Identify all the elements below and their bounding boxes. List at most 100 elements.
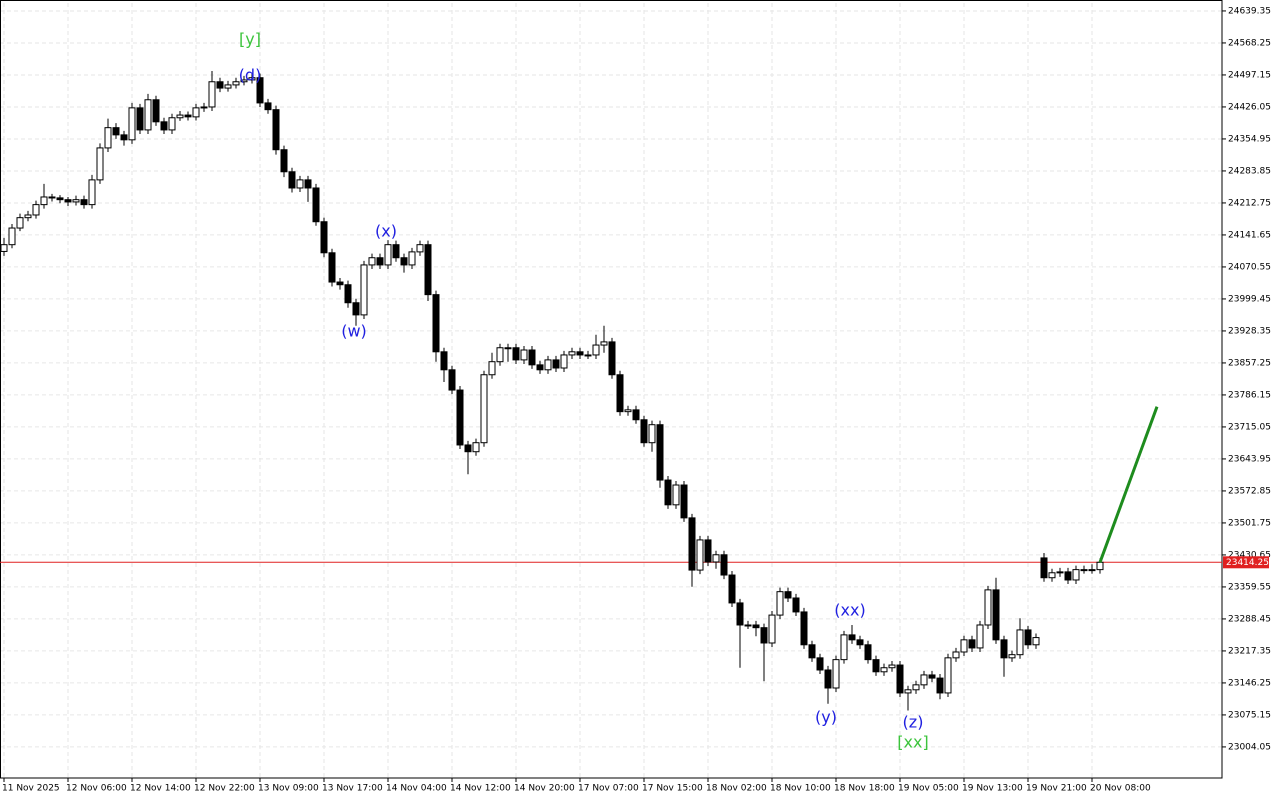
candle-body bbox=[768, 614, 776, 644]
candle-body bbox=[848, 634, 856, 641]
candle-body bbox=[992, 589, 1000, 641]
candle-body bbox=[520, 349, 528, 361]
candle-body bbox=[1040, 557, 1048, 579]
candle-body bbox=[64, 199, 72, 203]
candle-body bbox=[1032, 637, 1040, 646]
y-tick-label: 24070.55 bbox=[1228, 262, 1271, 272]
candle-body bbox=[368, 257, 376, 266]
candle-body bbox=[624, 409, 632, 413]
x-tick-label: 12 Nov 14:00 bbox=[130, 784, 191, 794]
candle-body bbox=[272, 109, 280, 151]
y-tick-label: 23501.75 bbox=[1228, 518, 1271, 528]
candle-body bbox=[736, 602, 744, 626]
candle-body bbox=[904, 689, 912, 694]
candle-body bbox=[1056, 571, 1064, 574]
candle-body bbox=[704, 539, 712, 563]
candle-body bbox=[288, 171, 296, 189]
y-tick-label: 23146.25 bbox=[1228, 678, 1271, 688]
x-tick-label: 19 Nov 13:00 bbox=[962, 784, 1023, 794]
x-tick-label: 19 Nov 21:00 bbox=[1026, 784, 1087, 794]
candle-body bbox=[800, 611, 808, 646]
candle-body bbox=[80, 199, 88, 206]
y-tick-label: 24497.15 bbox=[1228, 70, 1271, 80]
x-tick-label: 18 Nov 18:00 bbox=[834, 784, 895, 794]
y-tick-label: 23430.65 bbox=[1228, 550, 1271, 560]
candle-body bbox=[24, 214, 32, 219]
candle-body bbox=[688, 517, 696, 571]
y-tick-label: 24283.85 bbox=[1228, 166, 1271, 176]
x-tick-label: 11 Nov 2025 bbox=[2, 784, 60, 794]
x-tick-label: 19 Nov 05:00 bbox=[898, 784, 959, 794]
candle-body bbox=[968, 639, 976, 649]
wave-label: (x) bbox=[375, 222, 397, 241]
x-tick-label: 12 Nov 06:00 bbox=[66, 784, 127, 794]
candle-body bbox=[1096, 561, 1104, 571]
candle-body bbox=[40, 196, 48, 206]
y-tick-label: 24568.25 bbox=[1228, 38, 1271, 48]
candle-body bbox=[96, 147, 104, 181]
candle-body bbox=[32, 204, 40, 216]
candle-body bbox=[728, 574, 736, 604]
candle-body bbox=[48, 196, 56, 199]
candle-body bbox=[0, 244, 8, 252]
candle-body bbox=[296, 179, 304, 189]
candle-body bbox=[1000, 639, 1008, 659]
candle-body bbox=[640, 419, 648, 444]
candle-body bbox=[1064, 571, 1072, 581]
candle-body bbox=[1016, 629, 1024, 656]
wave-label: [y] bbox=[239, 30, 261, 49]
wave-label: (xx) bbox=[834, 601, 865, 620]
candle-body bbox=[168, 117, 176, 131]
candle-body bbox=[144, 99, 152, 131]
candle-body bbox=[880, 667, 888, 673]
x-tick-label: 17 Nov 07:00 bbox=[578, 784, 639, 794]
candle-body bbox=[552, 359, 560, 369]
candle-body bbox=[720, 554, 728, 576]
x-tick-label: 17 Nov 15:00 bbox=[642, 784, 703, 794]
x-tick-label: 13 Nov 09:00 bbox=[258, 784, 319, 794]
candle-body bbox=[784, 591, 792, 599]
candle-body bbox=[792, 597, 800, 613]
y-tick-label: 23857.25 bbox=[1228, 358, 1271, 368]
candle-body bbox=[392, 244, 400, 259]
candle-body bbox=[88, 179, 96, 206]
candle-body bbox=[56, 197, 64, 201]
x-tick-label: 14 Nov 04:00 bbox=[386, 784, 447, 794]
x-tick-label: 13 Nov 17:00 bbox=[322, 784, 383, 794]
candle-body bbox=[608, 341, 616, 376]
candle-body bbox=[1024, 629, 1032, 646]
y-tick-label: 24639.35 bbox=[1228, 6, 1271, 16]
candle-body bbox=[208, 81, 216, 108]
candle-body bbox=[864, 644, 872, 661]
candle-body bbox=[544, 359, 552, 371]
candle-body bbox=[648, 424, 656, 444]
candle-body bbox=[872, 659, 880, 673]
candle-body bbox=[488, 361, 496, 376]
candle-body bbox=[184, 114, 192, 118]
candle-body bbox=[1088, 569, 1096, 572]
candle-body bbox=[712, 554, 720, 563]
candle-body bbox=[504, 347, 512, 350]
candle-body bbox=[264, 102, 272, 111]
y-tick-label: 23999.45 bbox=[1228, 294, 1271, 304]
candle-body bbox=[456, 389, 464, 446]
candle-body bbox=[760, 627, 768, 644]
candle-body bbox=[440, 351, 448, 371]
y-tick-label: 23359.55 bbox=[1228, 582, 1271, 592]
candle-body bbox=[944, 657, 952, 694]
candle-body bbox=[216, 81, 224, 89]
y-tick-label: 23075.15 bbox=[1228, 710, 1271, 720]
wave-label: (w) bbox=[341, 322, 367, 341]
candle-body bbox=[344, 284, 352, 304]
candle-body bbox=[952, 651, 960, 659]
candle-body bbox=[752, 624, 760, 629]
candle-body bbox=[896, 664, 904, 694]
candle-body bbox=[584, 354, 592, 357]
candle-body bbox=[240, 79, 248, 83]
wave-label: (d) bbox=[239, 66, 262, 85]
candle-body bbox=[312, 187, 320, 223]
wave-label: [xx] bbox=[897, 733, 928, 752]
candle-body bbox=[304, 179, 312, 189]
y-tick-label: 24426.05 bbox=[1228, 102, 1271, 112]
candle-body bbox=[960, 639, 968, 653]
